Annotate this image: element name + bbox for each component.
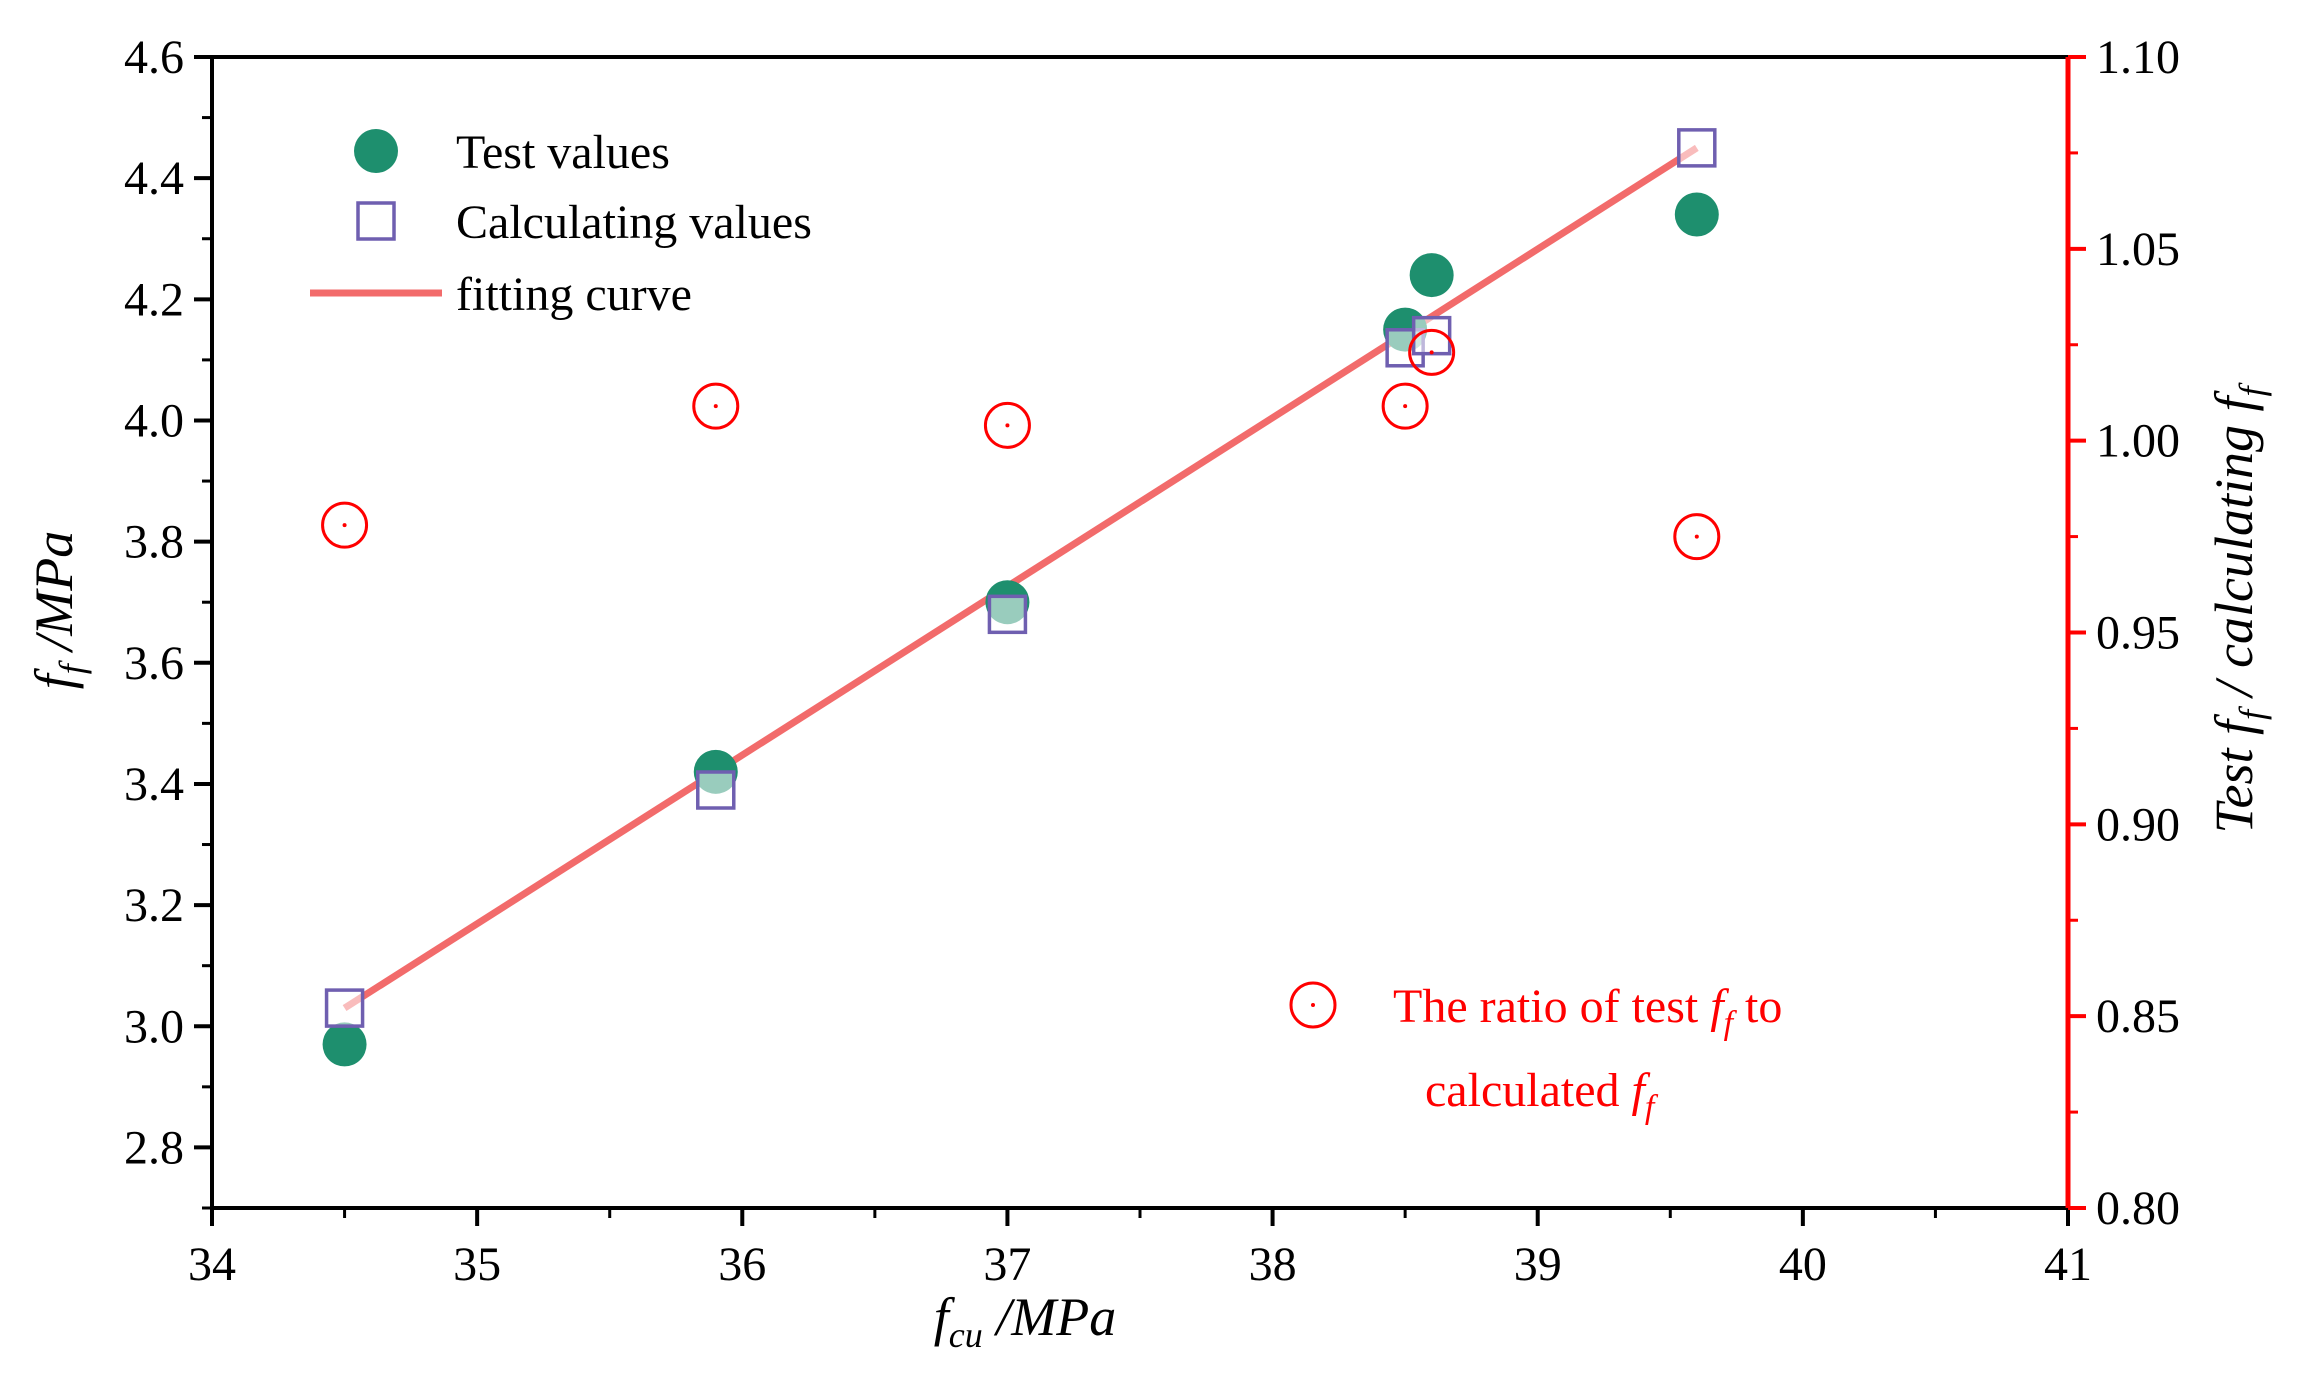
y-right-axis: 0.80 0.85 0.90 0.95 1.00 1.05 1.10 xyxy=(2068,31,2180,1235)
y-left-tick-label: 4.6 xyxy=(124,31,184,84)
y-left-tick-label: 4.2 xyxy=(124,273,184,326)
legend-label: Calculating values xyxy=(456,196,812,249)
calculating-value-point xyxy=(324,988,365,1028)
ratio-legend-line-2-subscript: f xyxy=(1645,1089,1659,1126)
x-tick-label: 40 xyxy=(1779,1238,1827,1291)
ratio-point xyxy=(1381,382,1429,430)
y-left-tick-label: 3.0 xyxy=(124,1000,184,1053)
y-right-tick-label: 0.90 xyxy=(2096,798,2180,851)
y-left-tick-label: 3.6 xyxy=(124,637,184,690)
y-left-tick-label: 3.2 xyxy=(124,879,184,932)
ratio-point-center xyxy=(1403,404,1408,409)
ratio-point-center xyxy=(1005,423,1010,428)
y-right-axis-title: Test ff / calculating ff xyxy=(2204,381,2272,833)
y-left-axis: 2.8 3.0 3.2 3.4 3.6 3.8 4.0 4.2 4.4 4.6 xyxy=(124,31,212,1210)
test-value-point xyxy=(1409,253,1454,298)
ratio-point-center xyxy=(713,404,718,409)
legend-test-values-marker xyxy=(354,129,398,173)
ratio-point-center xyxy=(342,523,347,528)
calculating-value-point xyxy=(1677,128,1717,168)
y-right-tick-label: 0.85 xyxy=(2096,990,2180,1043)
x-tick-label: 38 xyxy=(1249,1238,1297,1291)
y-right-tick-label: 1.05 xyxy=(2096,223,2180,276)
x-tick-label: 41 xyxy=(2044,1238,2092,1291)
y-right-tick-label: 0.95 xyxy=(2096,607,2180,660)
y-left-axis-title-unit: /MPa xyxy=(24,531,84,664)
x-axis-title-subscript: cu xyxy=(949,1315,983,1355)
calculating-value-point xyxy=(696,770,736,810)
ratio-legend-line-1-suffix: to xyxy=(1733,980,1782,1033)
ratio-point xyxy=(321,501,369,549)
legend-calculating-values-marker xyxy=(356,201,396,241)
ratio-point xyxy=(692,382,740,430)
legend-label: fitting curve xyxy=(456,268,692,321)
x-axis-title-unit: /MPa xyxy=(983,1287,1116,1347)
fitting-curve-line xyxy=(342,144,1699,1012)
y-left-tick-label: 3.4 xyxy=(124,758,184,811)
calculating-value-point xyxy=(987,594,1028,635)
y-right-axis-title-prefix: Test xyxy=(2204,735,2264,834)
x-tick-label: 36 xyxy=(718,1238,766,1291)
ratio-point-center xyxy=(1429,350,1434,355)
y-right-axis-title-subscript-2: f xyxy=(2232,381,2272,396)
test-value-point xyxy=(322,1022,367,1067)
x-tick-label: 35 xyxy=(453,1238,501,1291)
x-axis: 34 35 36 37 38 39 40 41 xyxy=(188,1208,2092,1291)
test-value-point xyxy=(1674,192,1719,237)
ratio-legend: The ratio of test ff to calculated ff xyxy=(1289,980,1782,1126)
legend-label: Test values xyxy=(456,126,670,179)
legend: Test values Calculating values fitting cur… xyxy=(310,126,812,321)
y-right-tick-label: 1.00 xyxy=(2096,415,2180,468)
y-right-axis-title-mid: / calculating xyxy=(2204,411,2264,709)
x-tick-label: 34 xyxy=(188,1238,236,1291)
ratio-point-center xyxy=(1694,534,1699,539)
x-tick-label: 37 xyxy=(983,1238,1031,1291)
y-left-tick-label: 2.8 xyxy=(124,1121,184,1174)
ratio-point xyxy=(1673,513,1721,561)
ratio-legend-marker-dot xyxy=(1311,1003,1315,1007)
y-right-tick-label: 0.80 xyxy=(2096,1182,2180,1235)
ratio-legend-line-2: calculated ff xyxy=(1425,1064,1659,1126)
y-left-tick-label: 4.4 xyxy=(124,152,184,205)
y-left-axis-title: ff /MPa xyxy=(24,531,92,690)
ratio-legend-marker xyxy=(1289,981,1337,1029)
y-left-tick-label: 3.8 xyxy=(124,516,184,569)
ratio-legend-line-1-prefix: The ratio of test xyxy=(1393,980,1710,1033)
ratio-legend-line-2-prefix: calculated xyxy=(1425,1064,1632,1117)
y-right-tick-label: 1.10 xyxy=(2096,31,2180,84)
x-axis-title: fcu /MPa xyxy=(934,1287,1116,1355)
ratio-legend-line-1: The ratio of test ff to xyxy=(1393,980,1782,1042)
ratio-point xyxy=(983,401,1031,449)
y-left-tick-label: 4.0 xyxy=(124,394,184,447)
series-layer xyxy=(321,128,1721,1067)
ratio-point xyxy=(1408,328,1456,376)
x-tick-label: 39 xyxy=(1514,1238,1562,1291)
